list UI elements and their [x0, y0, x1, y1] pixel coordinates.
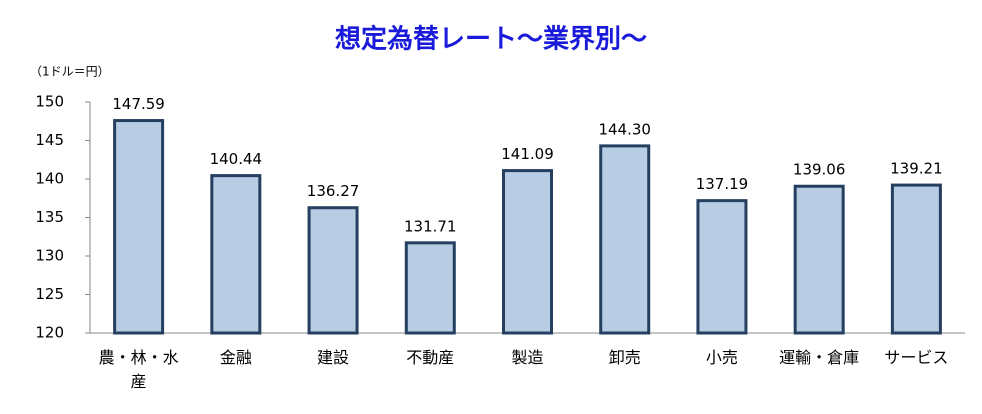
value-label: 140.44	[210, 150, 263, 168]
bar	[890, 183, 942, 335]
value-label: 131.71	[404, 217, 457, 235]
y-tick-label: 120	[35, 324, 64, 342]
chart-title: 想定為替レート～業界別～	[335, 24, 647, 55]
x-tick-label: 製造	[511, 348, 544, 367]
bar	[113, 119, 165, 335]
x-tick-label: 農・林・水産	[98, 348, 179, 391]
x-tick-label: 不動産	[406, 348, 455, 367]
value-label: 139.06	[793, 161, 846, 179]
x-tick-label: 建設	[317, 348, 350, 367]
value-label: 144.30	[598, 120, 651, 138]
x-tick-label: 金融	[219, 348, 252, 367]
x-tick-label: 小売	[705, 348, 738, 367]
x-tick-label: 運輸・倉庫	[779, 348, 860, 367]
value-label: 137.19	[696, 175, 749, 193]
y-tick-label: 150	[35, 93, 64, 111]
value-label: 139.21	[890, 160, 943, 178]
bar	[599, 144, 651, 335]
bar	[404, 241, 456, 335]
value-label: 141.09	[501, 145, 554, 163]
x-tick-label: 卸売	[608, 348, 641, 367]
y-tick-label: 135	[35, 208, 64, 226]
bar	[696, 199, 748, 335]
bar	[210, 174, 262, 335]
x-tick-label: サービス	[884, 348, 949, 367]
value-label: 147.59	[112, 95, 165, 113]
bar	[307, 206, 359, 335]
y-axis-label: （1ドル＝円）	[30, 65, 110, 79]
value-label: 136.27	[307, 182, 360, 200]
y-tick-label: 130	[35, 247, 64, 265]
bar	[502, 169, 553, 335]
y-tick-label: 125	[35, 285, 64, 303]
y-tick-label: 140	[35, 170, 64, 188]
y-tick-label: 145	[35, 131, 64, 149]
bar	[793, 184, 845, 335]
